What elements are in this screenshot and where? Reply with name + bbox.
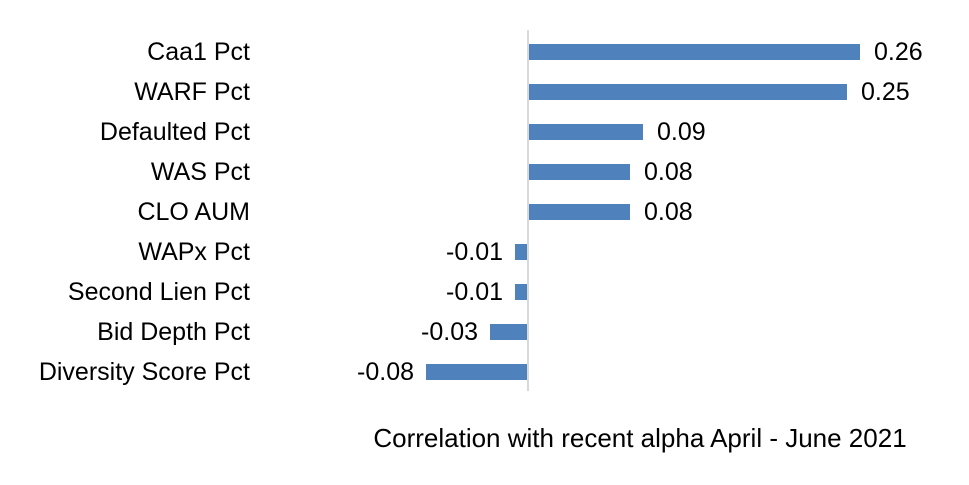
bar xyxy=(528,204,630,220)
bar-row: Defaulted Pct 0.09 xyxy=(0,112,969,152)
bar xyxy=(528,84,847,100)
category-label: Diversity Score Pct xyxy=(38,358,250,386)
bar xyxy=(528,124,643,140)
bar xyxy=(515,284,528,300)
value-label: 0.09 xyxy=(657,118,706,146)
value-label: -0.03 xyxy=(421,318,478,346)
bar-row: Diversity Score Pct -0.08 xyxy=(0,352,969,392)
bar xyxy=(528,164,630,180)
bar-row: Bid Depth Pct -0.03 xyxy=(0,312,969,352)
bar xyxy=(515,244,528,260)
category-label: Defaulted Pct xyxy=(99,118,250,146)
bar-row: CLO AUM 0.08 xyxy=(0,192,969,232)
bar-row: Second Lien Pct -0.01 xyxy=(0,272,969,312)
category-label: Bid Depth Pct xyxy=(97,318,250,346)
category-label: Caa1 Pct xyxy=(147,38,250,66)
chart-title: Correlation with recent alpha April - Ju… xyxy=(373,423,907,453)
value-label: -0.01 xyxy=(446,238,503,266)
bar-row: Caa1 Pct 0.26 xyxy=(0,32,969,72)
category-label: WAS Pct xyxy=(150,158,250,186)
value-label: -0.01 xyxy=(446,278,503,306)
zero-axis-line xyxy=(527,30,529,391)
bar-row: WAPx Pct -0.01 xyxy=(0,232,969,272)
category-label: Second Lien Pct xyxy=(67,278,250,306)
value-label: 0.08 xyxy=(644,198,693,226)
value-label: 0.08 xyxy=(644,158,693,186)
bar xyxy=(528,44,860,60)
bar-row: WAS Pct 0.08 xyxy=(0,152,969,192)
category-label: WARF Pct xyxy=(134,78,250,106)
value-label: 0.26 xyxy=(874,38,923,66)
bar xyxy=(426,364,528,380)
category-label: WAPx Pct xyxy=(138,238,250,266)
bar xyxy=(490,324,528,340)
bar-row: WARF Pct 0.25 xyxy=(0,72,969,112)
value-label: -0.08 xyxy=(357,358,414,386)
category-label: CLO AUM xyxy=(137,198,250,226)
value-label: 0.25 xyxy=(861,78,910,106)
